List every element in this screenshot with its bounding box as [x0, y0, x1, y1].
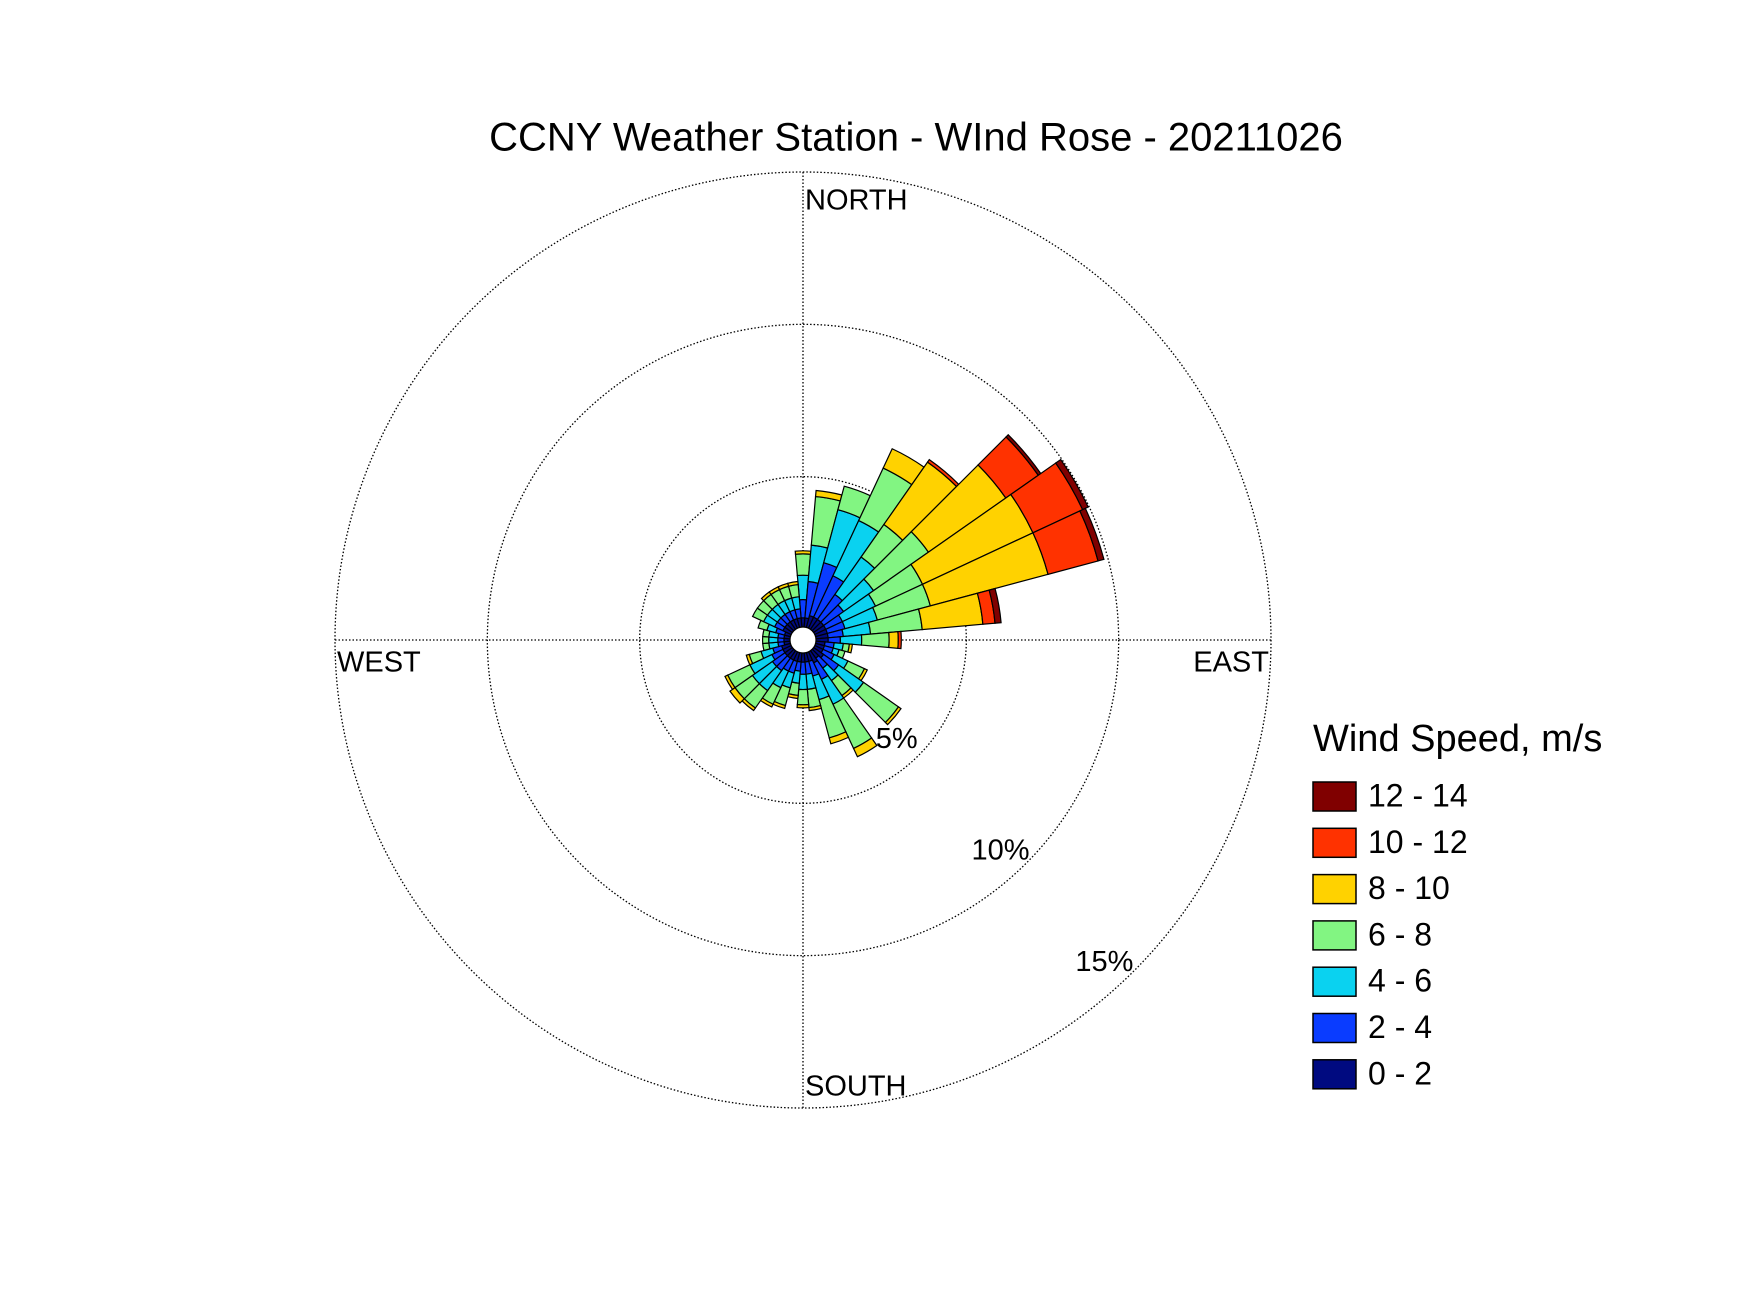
legend-swatch [1312, 966, 1357, 997]
direction-label: SOUTH [805, 1071, 907, 1103]
wedge-segment [762, 642, 771, 652]
r-tick-label: 10% [972, 835, 1030, 867]
wedge-segment [761, 635, 770, 645]
legend-label: 0 - 2 [1368, 1055, 1432, 1091]
grid-ring [486, 323, 1120, 957]
wedge-segment [852, 737, 878, 758]
wedge-segment [847, 643, 854, 654]
center-hole [789, 626, 817, 654]
wedge-segment [745, 653, 754, 666]
wedge-segment [888, 631, 899, 649]
wedge-segment [988, 587, 1002, 624]
legend-title: Wind Speed, m/s [1313, 718, 1602, 760]
direction-label: WEST [337, 647, 421, 679]
legend-swatch [1312, 827, 1357, 859]
wedge-segment [787, 580, 799, 587]
wedge-segment [1054, 458, 1089, 511]
legend-label: 4 - 6 [1368, 963, 1432, 999]
legend-label: 2 - 4 [1368, 1009, 1432, 1045]
legend-swatch [1312, 920, 1357, 951]
legend-label: 10 - 12 [1368, 824, 1468, 860]
wedge-segment [808, 704, 823, 712]
legend-swatch [1312, 873, 1357, 905]
wedge-segment [897, 630, 902, 650]
legend-swatch [1312, 1059, 1357, 1090]
legend-label: 8 - 10 [1368, 870, 1450, 906]
legend-label: 6 - 8 [1368, 916, 1432, 952]
wedge-segment [884, 706, 902, 726]
wedge-segment [860, 631, 890, 649]
wedge-segment [724, 674, 736, 691]
legend-swatch [1312, 781, 1357, 812]
chart-title: CCNY Weather Station - WInd Rose - 20211… [489, 116, 1343, 160]
wedge-segment [794, 550, 812, 555]
legend-label: 12 - 14 [1368, 777, 1468, 813]
wedge-segment [794, 553, 812, 577]
r-tick-label: 15% [1075, 946, 1133, 978]
r-tick-label: 5% [876, 723, 918, 755]
direction-label: NORTH [805, 185, 908, 217]
legend-swatch [1312, 1012, 1357, 1044]
direction-label: EAST [1193, 647, 1269, 679]
wedge-segment [1079, 507, 1105, 562]
wedge-segment [828, 731, 850, 745]
wedge-segment [796, 703, 810, 709]
